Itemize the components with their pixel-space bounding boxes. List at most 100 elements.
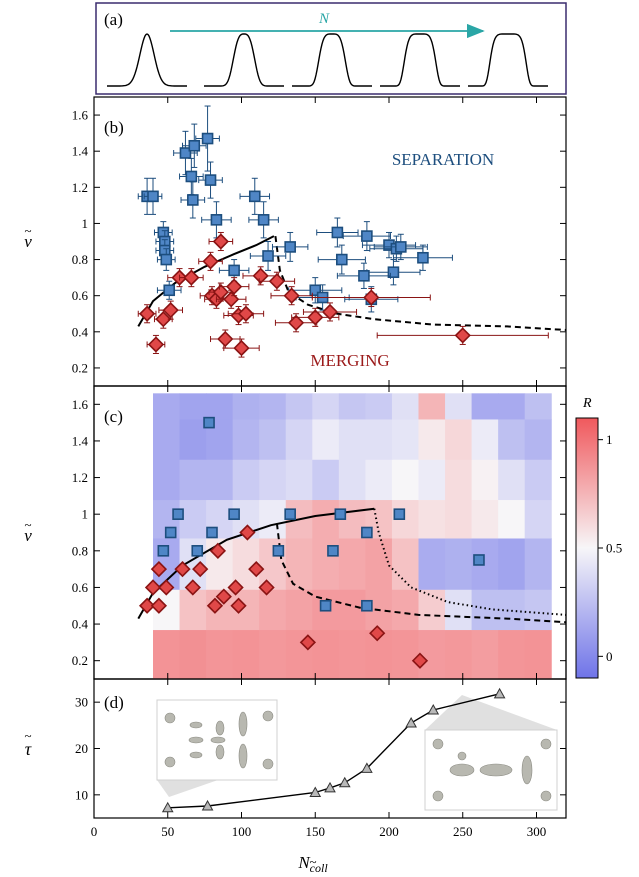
heatmap-cell xyxy=(312,459,340,501)
merging-point xyxy=(212,233,229,250)
heatmap-cell xyxy=(418,393,446,420)
y-tick-label: 1 xyxy=(82,507,89,522)
merging-point xyxy=(248,560,265,578)
separation-point xyxy=(179,147,192,159)
merging-point xyxy=(202,253,219,270)
heatmap-cell xyxy=(498,499,526,539)
panel-c-points xyxy=(138,416,485,669)
inset-left xyxy=(156,699,278,797)
heatmap-cell xyxy=(524,499,552,539)
panel-c-heatmap xyxy=(153,393,552,680)
tau-point xyxy=(201,799,214,811)
separation-point xyxy=(201,132,214,145)
heatmap-cell xyxy=(391,629,419,680)
tau-point xyxy=(405,716,417,728)
separation-point xyxy=(164,526,177,539)
heatmap-cell xyxy=(498,459,526,501)
heatmap-cell xyxy=(179,418,207,460)
heatmap-cell xyxy=(206,629,234,680)
separation-point xyxy=(228,264,240,277)
separation-point xyxy=(361,526,373,539)
heatmap-cell xyxy=(445,589,473,631)
merging-point xyxy=(183,269,200,286)
y-tick-label: 10 xyxy=(75,787,88,802)
separation-point xyxy=(334,508,347,520)
separation-point xyxy=(160,253,173,266)
separation-point xyxy=(417,251,429,264)
separation-point xyxy=(309,284,322,297)
tau-point xyxy=(493,687,506,699)
merging-point xyxy=(230,597,247,614)
heatmap-cell xyxy=(259,589,287,631)
separation-annotation: SEPARATION xyxy=(392,150,494,169)
separation-point xyxy=(284,508,296,520)
merging-point xyxy=(209,542,227,559)
separation-point xyxy=(361,230,373,242)
merging-point xyxy=(283,287,300,304)
heatmap-cell xyxy=(445,537,473,590)
heatmap-cell xyxy=(153,418,181,460)
x-tick-label: 0 xyxy=(91,824,98,839)
merging-point xyxy=(150,560,168,578)
heatmap-cell xyxy=(312,418,340,460)
heatmap-cell xyxy=(418,589,446,631)
colorbar-label: R xyxy=(582,396,592,411)
separation-point xyxy=(331,226,344,239)
y-tick-label: 30 xyxy=(75,695,88,710)
heatmap-cell xyxy=(232,459,260,501)
y-tick-label: 1.2 xyxy=(72,180,88,195)
separation-point xyxy=(185,170,198,183)
y-tick-label: 1 xyxy=(82,216,89,231)
panel-d-series xyxy=(161,687,506,813)
panel-a-label: (a) xyxy=(104,10,123,29)
x-tick-label: 100 xyxy=(232,824,252,839)
heatmap-cell xyxy=(338,459,366,501)
heatmap-cell xyxy=(232,393,260,420)
panel-b-curves xyxy=(137,235,567,331)
heatmap-cell xyxy=(153,393,181,420)
heatmap-cell xyxy=(259,459,287,501)
merging-point xyxy=(287,314,305,331)
heatmap-cell xyxy=(285,393,313,420)
colorbar-tick-label: 1 xyxy=(606,432,613,447)
panel-c: (c) 0.20.40.60.811.21.41.6 v ~ R 00.51 xyxy=(24,385,622,680)
heatmap-cell xyxy=(259,418,287,460)
separation-point xyxy=(284,241,296,253)
colorbar-gradient xyxy=(575,417,599,679)
heatmap-cell xyxy=(285,589,313,631)
heatmap-cell xyxy=(312,629,340,680)
panel-d: (d) 10 20 30 0 50 100 150 200 250 300 xyxy=(24,678,567,839)
x-tick-label: 50 xyxy=(161,824,174,839)
separation-point xyxy=(272,545,285,557)
y-tick-label: 0.2 xyxy=(72,360,88,375)
y-tick-label: 1.4 xyxy=(72,433,89,448)
separation-point xyxy=(257,214,270,226)
merging-point xyxy=(321,303,339,321)
merging-point xyxy=(239,524,256,541)
y-label-tau: τ xyxy=(25,739,32,759)
heatmap-cell xyxy=(285,418,313,460)
heatmap-cell xyxy=(471,393,499,420)
panel-c-y-axis: 0.2 0.4 0.6 0.8 1 1.2 1.4 1.6 xyxy=(72,397,566,668)
inset-left-shapes xyxy=(164,710,274,770)
heatmap-cell xyxy=(365,459,393,501)
heatmap-cell xyxy=(498,537,526,590)
heatmap-cell xyxy=(471,499,499,539)
x-tick-label: 200 xyxy=(379,824,399,839)
panel-c-label: (c) xyxy=(104,407,123,426)
heatmap-cell xyxy=(179,629,207,680)
heatmap-cell xyxy=(365,393,393,420)
heatmap-cell xyxy=(498,629,526,680)
heatmap-cell xyxy=(179,459,207,501)
heatmap-cell xyxy=(365,418,393,460)
y-tick-label: 1.4 xyxy=(72,144,89,159)
heatmap-cell xyxy=(471,418,499,460)
heatmap-cell xyxy=(259,629,287,680)
panel-b-y-label: v ~ xyxy=(24,223,32,251)
heatmap-cell xyxy=(524,459,552,501)
separation-point xyxy=(393,508,406,520)
x-label-tilde: ~ xyxy=(309,854,316,869)
heatmap-cell xyxy=(445,393,473,420)
merging-point xyxy=(454,327,471,344)
heatmap-cell xyxy=(418,418,446,460)
